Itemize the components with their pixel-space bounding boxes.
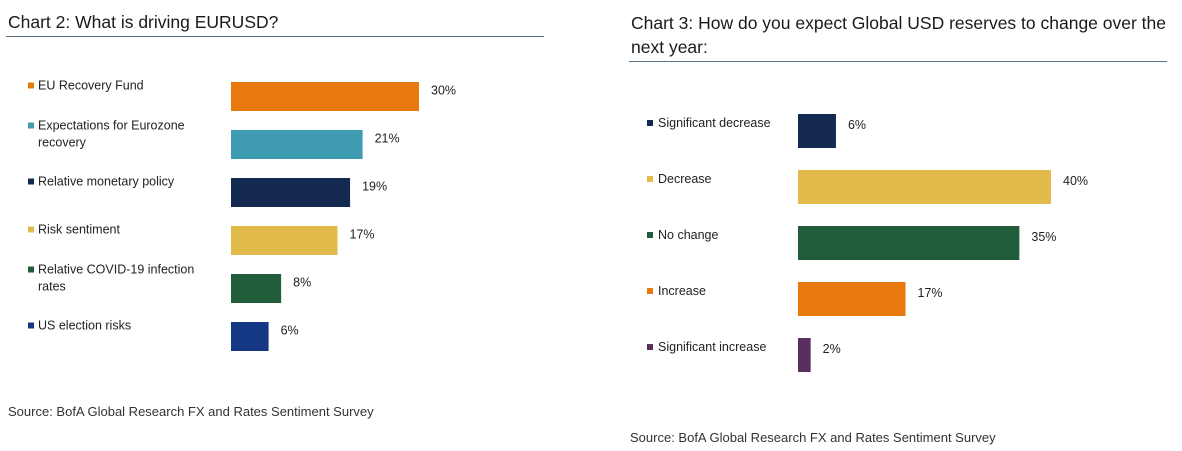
category-label: Risk sentiment: [38, 223, 120, 237]
category-label: EU Recovery Fund: [38, 79, 144, 93]
category-label-line: US election risks: [38, 319, 131, 333]
value-label: 17%: [918, 286, 943, 300]
category-label-line: Risk sentiment: [38, 223, 120, 237]
category-marker: [28, 322, 34, 329]
category-label: Relative monetary policy: [38, 175, 175, 189]
category-label: Significant increase: [658, 340, 766, 354]
value-label: 19%: [362, 180, 387, 194]
category-label-line: Relative COVID-19 infection: [38, 263, 194, 277]
value-label: 8%: [293, 276, 311, 290]
bar: [231, 322, 269, 351]
category-label: Significant decrease: [658, 116, 771, 130]
value-label: 17%: [350, 228, 375, 242]
category-label-line: Significant decrease: [658, 116, 771, 130]
category-label-line: rates: [38, 280, 66, 294]
category-marker: [28, 82, 34, 89]
value-label: 35%: [1031, 230, 1056, 244]
value-label: 2%: [823, 342, 841, 356]
bar: [231, 130, 363, 159]
bar: [231, 82, 419, 111]
category-marker: [28, 226, 34, 233]
category-marker: [647, 176, 653, 182]
chart-3-title: Chart 3: How do you expect Global USD re…: [631, 13, 1166, 57]
category-label-line: Increase: [658, 284, 706, 298]
chart-3-panel: Chart 3: How do you expect Global USD re…: [620, 0, 1182, 451]
category-label-line: Relative monetary policy: [38, 175, 175, 189]
category-label-line: Decrease: [658, 172, 712, 186]
category-marker: [28, 122, 34, 129]
chart-2-title: Chart 2: What is driving EURUSD?: [8, 12, 279, 32]
bar: [231, 226, 338, 255]
value-label: 6%: [848, 118, 866, 132]
bar: [798, 338, 811, 372]
category-marker: [28, 178, 34, 185]
category-label: No change: [658, 228, 719, 242]
category-label-line: Significant increase: [658, 340, 766, 354]
category-label-line: recovery: [38, 136, 87, 150]
chart-3-bar-chart: Significant decrease 6% Decrease 40% No chan…: [647, 114, 1088, 372]
value-label: 40%: [1063, 174, 1088, 188]
bar: [231, 274, 282, 303]
category-label: Increase: [658, 284, 706, 298]
value-label: 6%: [281, 324, 299, 338]
category-marker: [647, 120, 653, 126]
category-marker: [647, 288, 653, 294]
chart-3-title-rule: [629, 61, 1167, 62]
category-marker: [647, 344, 653, 350]
value-label: 30%: [431, 84, 456, 98]
category-label: Decrease: [658, 172, 712, 186]
category-label-line: No change: [658, 228, 719, 242]
category-label: US election risks: [38, 319, 131, 333]
bar: [798, 226, 1020, 260]
category-marker: [647, 232, 653, 238]
category-label-line: EU Recovery Fund: [38, 79, 144, 93]
bar: [798, 170, 1051, 204]
chart-2-source: Source: BofA Global Research FX and Rate…: [8, 404, 374, 419]
chart-2-panel: Chart 2: What is driving EURUSD? EU Reco…: [0, 0, 560, 451]
chart-2-title-rule: [6, 36, 544, 37]
category-label-line: Expectations for Eurozone: [38, 119, 185, 133]
category-marker: [28, 266, 34, 273]
bar: [231, 178, 351, 207]
chart-2-bar-chart: EU Recovery Fund 30% Expectations for Euro…: [28, 79, 456, 351]
chart-3-source: Source: BofA Global Research FX and Rate…: [630, 430, 996, 445]
category-label: Relative COVID-19 infection rates: [38, 263, 194, 294]
bar: [798, 282, 906, 316]
bar: [798, 114, 836, 148]
category-label: Expectations for Eurozone recovery: [38, 119, 185, 150]
value-label: 21%: [375, 132, 400, 146]
